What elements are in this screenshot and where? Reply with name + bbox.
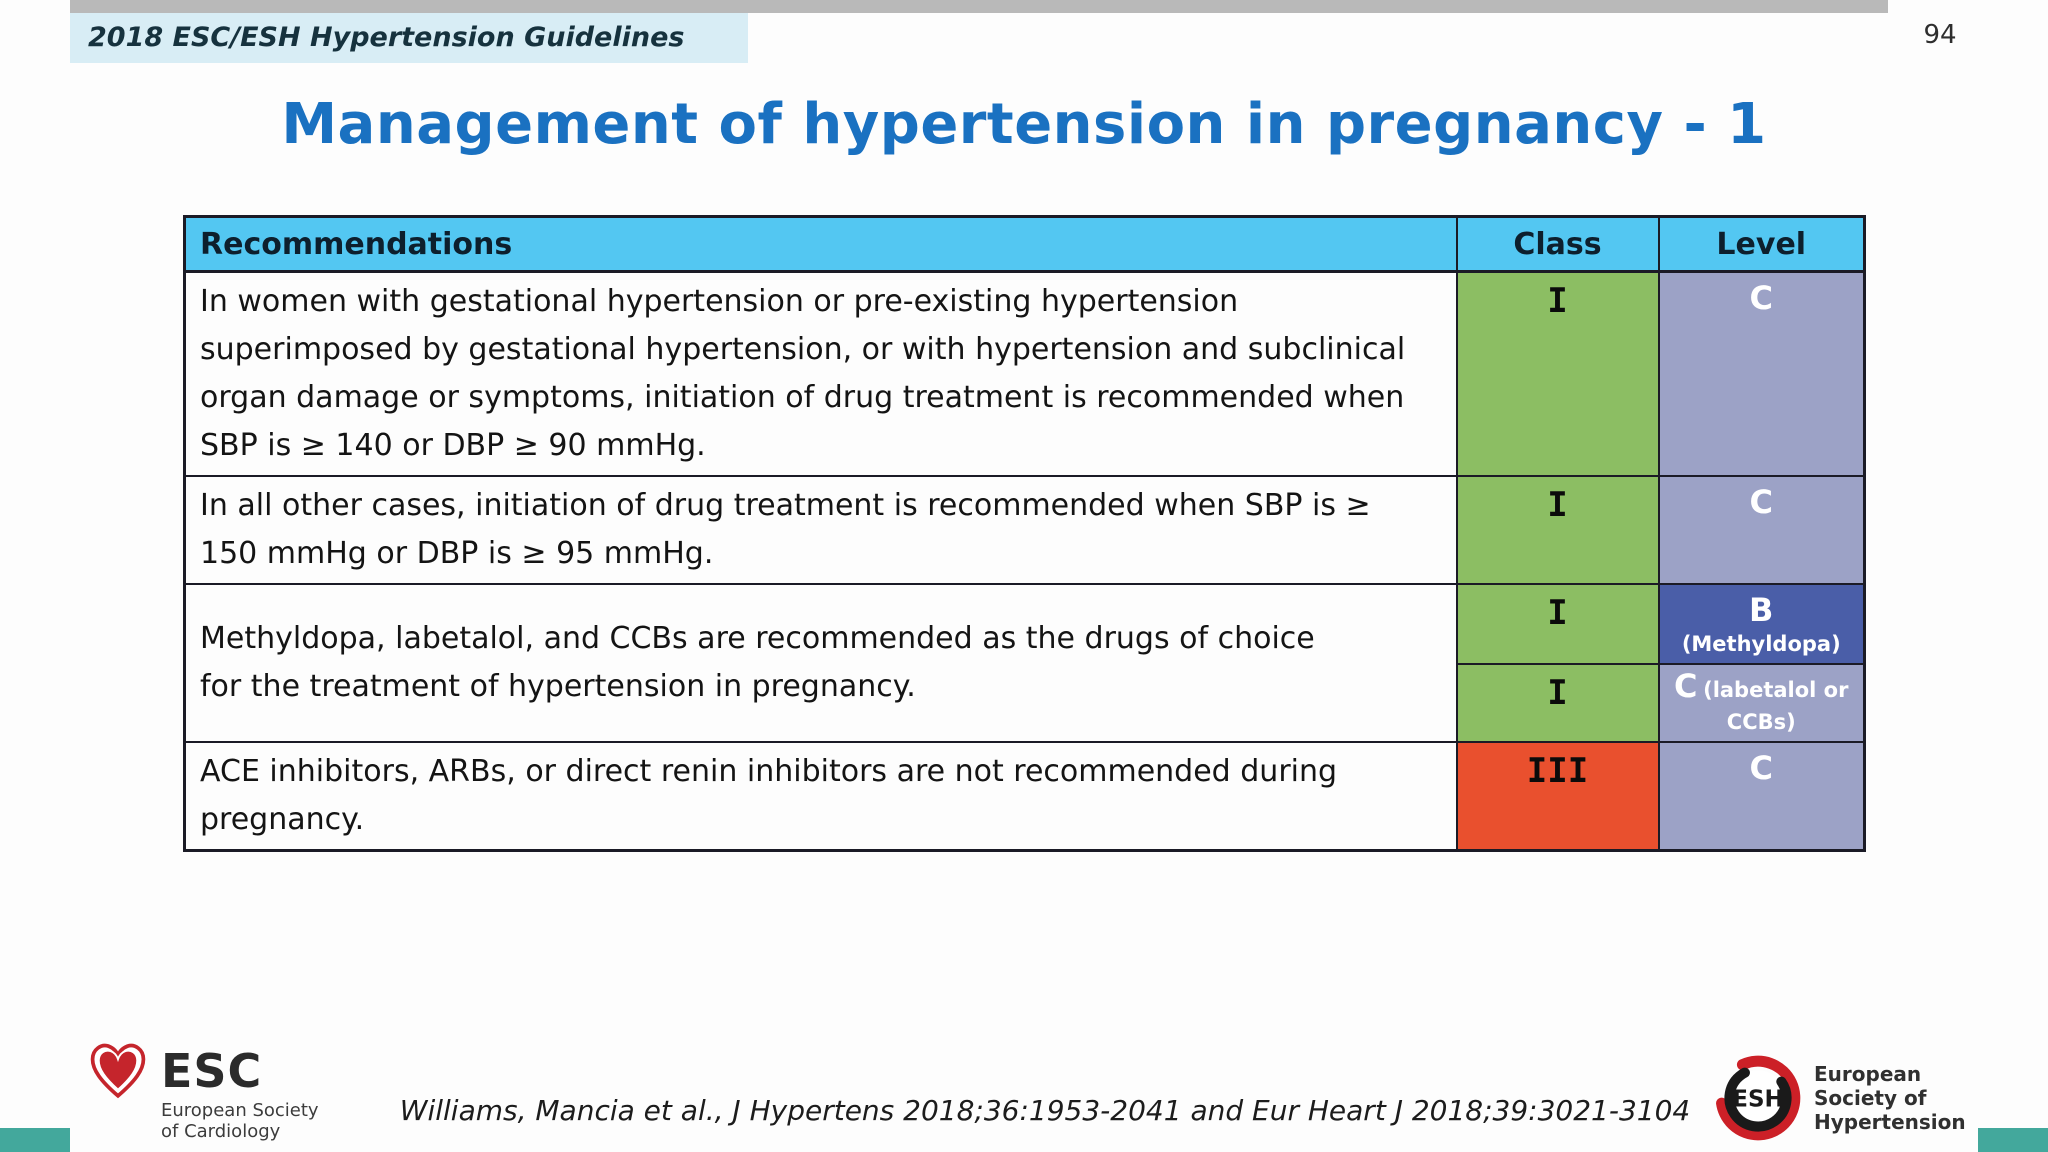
class-badge: I — [1455, 270, 1660, 477]
esc-name-line1: European Society — [161, 1100, 319, 1121]
esh-circle-icon: ESH — [1715, 1055, 1801, 1141]
class-badge: I — [1455, 475, 1660, 585]
teal-accent-right — [1978, 1128, 2048, 1152]
recommendation-text: In all other cases, initiation of drug t… — [183, 475, 1458, 585]
level-badge: C — [1657, 475, 1866, 585]
level-badge: B (Methyldopa) — [1657, 583, 1866, 665]
level-letter: C — [1749, 279, 1773, 317]
esc-heart-icon — [90, 1043, 146, 1099]
esh-name-line3: Hypertension — [1814, 1110, 1966, 1134]
esc-logo: ESC European Society of Cardiology — [85, 1040, 345, 1142]
level-badge: C (labetalol or CCBs) — [1657, 663, 1866, 743]
table-row: ACE inhibitors, ARBs, or direct renin in… — [183, 741, 1866, 852]
level-note: (labetalol or CCBs) — [1703, 678, 1849, 734]
table-row: In women with gestational hypertension o… — [183, 270, 1866, 477]
col-header-level: Level — [1657, 215, 1866, 273]
page-number: 94 — [1923, 20, 1957, 50]
esc-name: European Society of Cardiology — [161, 1100, 345, 1142]
table-row: Methyldopa, labetalol, and CCBs are reco… — [183, 583, 1866, 743]
table-row: In all other cases, initiation of drug t… — [183, 475, 1866, 585]
teal-accent-left — [0, 1128, 70, 1152]
level-letter: C — [1749, 749, 1773, 787]
page-title: Management of hypertension in pregnancy … — [281, 92, 1767, 157]
top-accent-bar — [70, 0, 1888, 13]
col-header-recommendations: Recommendations — [183, 215, 1458, 273]
class-badge: I — [1455, 583, 1660, 665]
esh-name-line1: European — [1814, 1062, 1922, 1086]
recommendations-table: Recommendations Class Level In women wit… — [183, 215, 1866, 852]
class-badge: I — [1455, 663, 1660, 743]
esh-name: European Society of Hypertension — [1814, 1062, 1966, 1134]
level-letter: B — [1749, 591, 1774, 629]
esc-name-line2: of Cardiology — [161, 1121, 281, 1142]
class-badge: III — [1455, 741, 1660, 852]
esc-abbr: ESC — [161, 1044, 263, 1098]
recommendation-text: ACE inhibitors, ARBs, or direct renin in… — [183, 741, 1458, 852]
slide-header: 2018 ESC/ESH Hypertension Guidelines — [70, 13, 748, 63]
citation-text: Williams, Mancia et al., J Hypertens 201… — [399, 1094, 1691, 1127]
level-letter: C — [1749, 483, 1773, 521]
level-badge: C — [1657, 270, 1866, 477]
level-letter: C — [1674, 667, 1698, 705]
esh-name-line2: Society of — [1814, 1086, 1927, 1110]
recommendation-text: Methyldopa, labetalol, and CCBs are reco… — [183, 583, 1458, 743]
col-header-class: Class — [1455, 215, 1660, 273]
table-header-row: Recommendations Class Level — [183, 215, 1866, 273]
svg-text:ESH: ESH — [1732, 1086, 1784, 1112]
table-row: I C (labetalol or CCBs) — [185, 663, 1866, 743]
recommendation-text: In women with gestational hypertension o… — [183, 270, 1458, 477]
esh-logo: ESH European Society of Hypertension — [1712, 1052, 1966, 1144]
level-note: (Methyldopa) — [1681, 632, 1841, 656]
level-badge: C — [1657, 741, 1866, 852]
esc-logo-top: ESC — [85, 1040, 345, 1102]
